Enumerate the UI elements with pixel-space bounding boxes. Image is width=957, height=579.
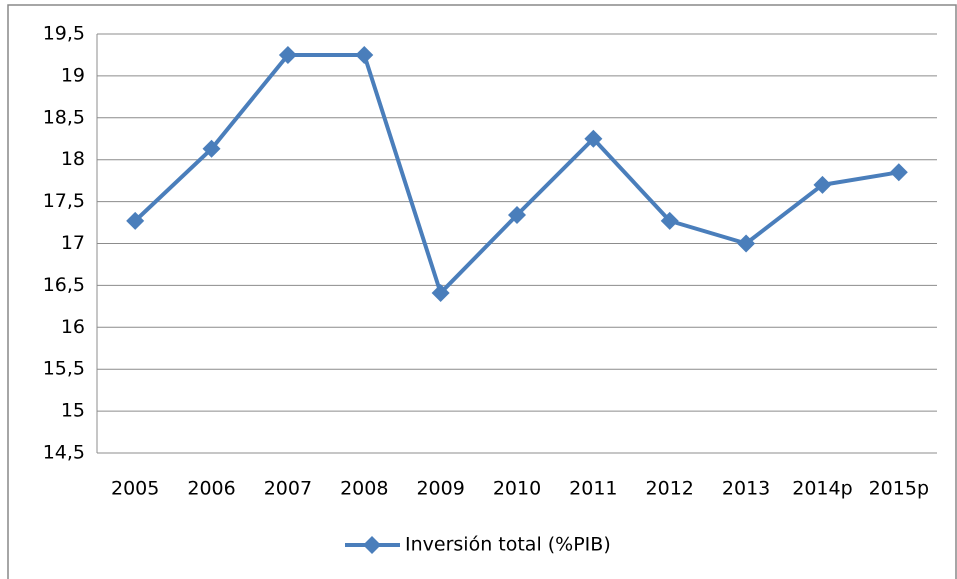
- marker: [126, 211, 145, 230]
- legend-marker: [363, 536, 381, 554]
- x-tick-label: 2011: [569, 478, 617, 500]
- chart-border: [7, 4, 957, 579]
- y-tick-label: 19: [61, 64, 85, 86]
- marker: [508, 206, 526, 225]
- marker: [813, 175, 832, 194]
- y-tick-label: 16: [61, 316, 85, 338]
- x-tick-label: 2006: [187, 478, 235, 500]
- y-tick-label: 18,5: [43, 106, 85, 128]
- legend-label: Inversión total (%PIB): [405, 534, 611, 556]
- x-tick-label: 2015p: [869, 478, 929, 500]
- y-tick-label: 14,5: [43, 442, 85, 464]
- marker: [660, 211, 679, 230]
- y-tick-label: 19,5: [43, 23, 85, 45]
- marker: [584, 129, 603, 148]
- x-tick-label: 2014p: [792, 478, 852, 500]
- marker: [431, 283, 450, 302]
- marker: [278, 45, 297, 64]
- x-tick-label: 2009: [416, 478, 464, 500]
- marker: [202, 139, 221, 158]
- y-tick-label: 17: [61, 232, 85, 254]
- x-tick-label: 2012: [646, 478, 694, 500]
- marker: [889, 163, 908, 182]
- x-tick-label: 2013: [722, 478, 770, 500]
- marker: [355, 45, 374, 64]
- x-tick-label: 2008: [340, 478, 388, 500]
- y-tick-label: 16,5: [43, 274, 85, 296]
- y-tick-label: 15,5: [43, 358, 85, 380]
- y-tick-label: 17,5: [43, 190, 85, 212]
- y-tick-label: 15: [61, 400, 85, 422]
- x-tick-label: 2007: [264, 478, 312, 500]
- x-tick-label: 2005: [111, 478, 159, 500]
- x-tick-label: 2010: [493, 478, 541, 500]
- marker: [737, 234, 756, 253]
- y-tick-label: 18: [61, 148, 85, 170]
